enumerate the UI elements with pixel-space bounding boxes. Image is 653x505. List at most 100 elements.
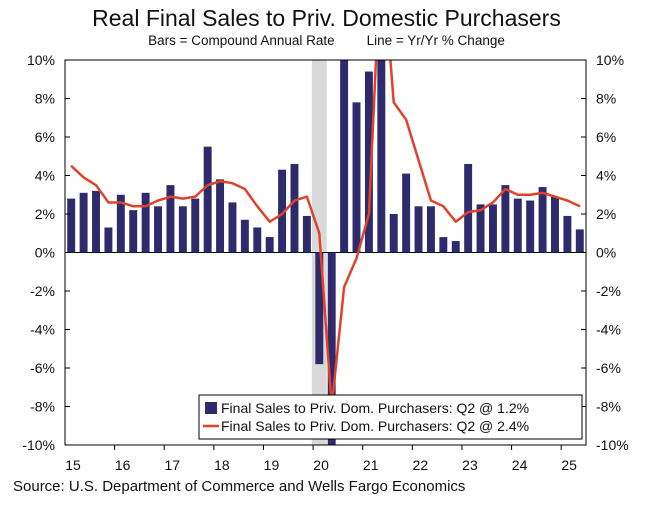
bar-2017Q2	[178, 206, 187, 253]
line-point-2018Q4	[256, 205, 258, 207]
bar-2017Q3	[191, 198, 200, 253]
line-point-2022Q4	[455, 221, 457, 223]
bar-2019Q4	[302, 215, 311, 253]
bar-2020Q2	[327, 252, 336, 445]
left-tick-label: -6%	[30, 360, 55, 376]
bar-2018Q4	[253, 227, 262, 253]
x-tick-label: 21	[363, 457, 379, 473]
bar-2016Q2	[129, 210, 138, 253]
x-tick-label: 24	[512, 457, 528, 473]
line-point-2017Q1	[169, 196, 172, 198]
line-point-2020Q1	[318, 232, 320, 234]
bar-2022Q1	[414, 206, 423, 253]
line-point-2019Q1	[269, 221, 271, 223]
line-point-2019Q2	[281, 213, 283, 215]
line-point-2015Q3	[95, 184, 97, 186]
line-point-2016Q3	[145, 205, 147, 207]
x-tick-label: 25	[561, 457, 577, 473]
bar-2016Q3	[141, 192, 150, 253]
x-tick-label: 15	[65, 457, 81, 473]
line-point-2020Q4	[355, 257, 358, 259]
line-point-2016Q1	[120, 201, 122, 204]
legend: Final Sales to Priv. Dom. Purchasers: Q2…	[198, 394, 583, 440]
chart-subtitle: Bars = Compound Annual Rate Line = Yr/Yr …	[0, 33, 653, 48]
line-point-2017Q4	[207, 184, 209, 186]
line-point-2024Q4	[554, 196, 556, 198]
line-point-2022Q1	[417, 159, 420, 161]
bar-2023Q3	[488, 204, 497, 253]
bar-2024Q3	[538, 187, 547, 253]
line-point-2018Q2	[231, 182, 234, 184]
legend-bar-label: Final Sales to Priv. Dom. Purchasers: Q2…	[221, 400, 529, 416]
bar-2016Q4	[154, 206, 163, 253]
source-note: Source: U.S. Department of Commerce and …	[13, 478, 466, 495]
bar-2023Q1	[464, 163, 473, 253]
line-point-2016Q2	[132, 205, 134, 207]
yoy-line	[70, 60, 581, 408]
bar-2022Q4	[451, 240, 460, 253]
bar-2020Q4	[352, 102, 361, 253]
left-tick-label: 0%	[35, 245, 55, 261]
line-point-2016Q4	[157, 199, 159, 202]
line-point-2023Q2	[479, 209, 482, 211]
x-tick-label: 18	[214, 457, 230, 473]
line-point-2024Q2	[529, 194, 531, 196]
right-tick-label: -10%	[596, 437, 629, 453]
bar-2021Q4	[402, 173, 411, 253]
x-tick-label: 19	[264, 457, 280, 473]
bar-2015Q1	[67, 198, 76, 253]
left-tick-label: 8%	[35, 91, 55, 107]
line-point-2024Q1	[517, 194, 519, 196]
bar-2018Q2	[228, 202, 237, 253]
bar-2021Q2	[377, 60, 386, 253]
bar-2022Q2	[426, 206, 435, 253]
legend-bar-swatch	[205, 402, 217, 414]
right-tick-label: 8%	[596, 91, 616, 107]
x-tick-label: 17	[164, 457, 180, 473]
bar-2019Q1	[265, 237, 274, 253]
x-tick-label: 16	[115, 457, 131, 473]
subtitle-bars-note: Bars = Compound Annual Rate	[148, 33, 335, 48]
bar-2024Q1	[513, 198, 522, 253]
bar-2021Q3	[389, 214, 398, 253]
left-y-axis: 10% 8% 6% 4% 2% 0% -2% -4% -6% -8% -10%	[22, 52, 70, 453]
line-point-2021Q1	[368, 213, 370, 215]
line-point-2021Q3	[393, 101, 395, 103]
x-tick-label: 23	[462, 457, 478, 473]
left-tick-label: 6%	[35, 129, 55, 145]
line-point-2015Q4	[107, 201, 110, 204]
right-tick-label: 0%	[596, 245, 616, 261]
left-tick-label: 10%	[27, 52, 55, 68]
right-tick-label: 10%	[596, 52, 624, 68]
bar-2024Q4	[551, 196, 559, 253]
right-tick-label: -8%	[596, 399, 621, 415]
line-point-2019Q4	[306, 196, 308, 198]
x-tick-label: 22	[413, 457, 429, 473]
x-axis: 15 16 17 18 19 20 21 22 23 24 25	[65, 445, 577, 473]
right-tick-label: -2%	[596, 283, 621, 299]
line-point-2022Q2	[430, 199, 432, 202]
bar-2017Q1	[166, 185, 175, 253]
bar-series	[67, 60, 584, 445]
line-point-2024Q3	[541, 192, 544, 194]
bar-2019Q2	[278, 169, 287, 253]
line-point-2023Q4	[504, 188, 506, 190]
line-point-2025Q1	[566, 199, 568, 202]
bar-2025Q1	[563, 215, 572, 253]
line-point-2015Q1	[70, 165, 72, 167]
left-tick-label: -10%	[22, 437, 55, 453]
bar-2025Q2	[575, 229, 584, 253]
legend-line-label: Final Sales to Priv. Dom. Purchasers: Q2…	[221, 418, 529, 434]
bar-2018Q3	[240, 219, 249, 253]
line-point-2023Q3	[492, 201, 494, 204]
left-tick-label: 4%	[35, 168, 55, 184]
right-tick-label: 2%	[596, 206, 616, 222]
left-tick-label: -2%	[30, 283, 55, 299]
bar-2019Q3	[290, 163, 299, 253]
right-tick-label: 6%	[596, 129, 616, 145]
right-tick-label: -4%	[596, 322, 621, 338]
line-point-2015Q2	[83, 176, 85, 179]
bar-2023Q4	[501, 185, 510, 253]
right-y-axis: 10% 8% 6% 4% 2% 0% -2% -4% -6% -8% -10%	[581, 52, 629, 453]
